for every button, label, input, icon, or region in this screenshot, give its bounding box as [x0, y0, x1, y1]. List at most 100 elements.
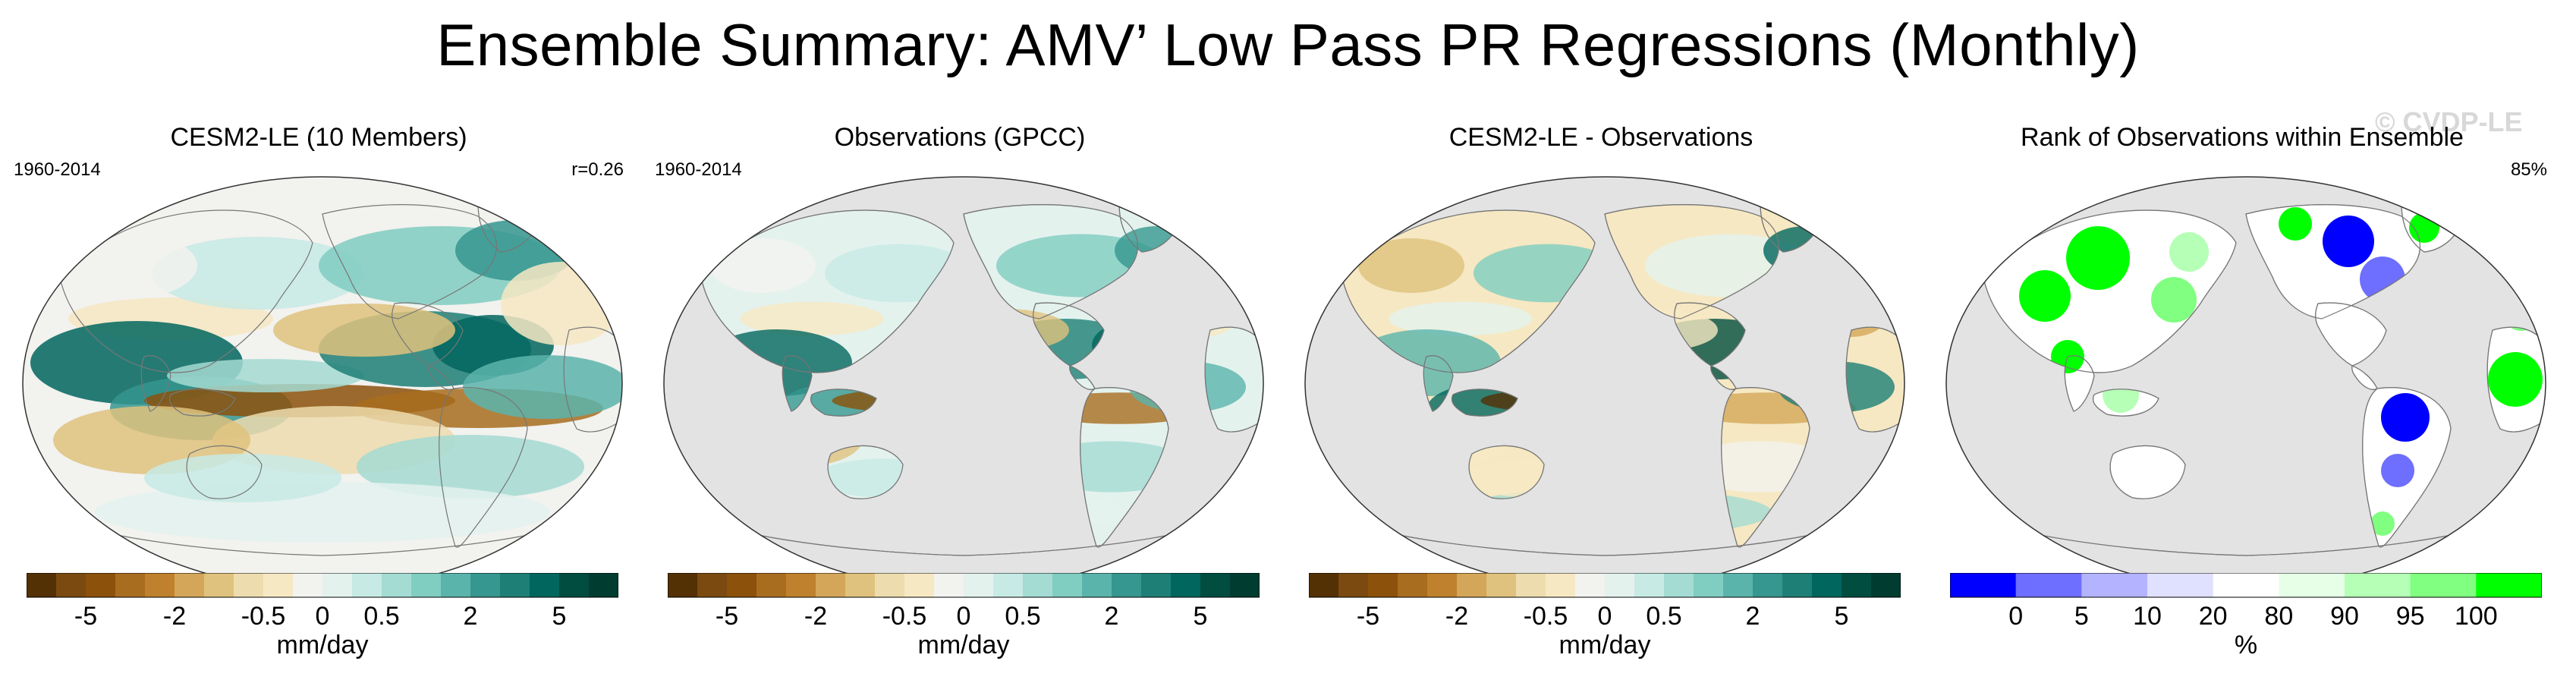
colorbar-swatch — [816, 573, 846, 597]
rank-cell — [2488, 352, 2543, 407]
colorbar-swatch — [1171, 573, 1201, 597]
coastline-india — [140, 355, 171, 412]
colorbar-swatch — [964, 573, 994, 597]
coastline-maritime-se-asia — [2092, 389, 2159, 417]
field-cell — [709, 238, 816, 293]
coastline-central-america — [428, 365, 454, 390]
colorbar-tick-label: 0 — [957, 602, 971, 631]
map-layer — [23, 177, 622, 590]
colorbar-swatch — [1052, 573, 1083, 597]
colorbar-tick-label: 2 — [1105, 602, 1119, 631]
colorbar-swatch — [1112, 573, 1142, 597]
coastline-australia — [827, 445, 904, 499]
coastline-alaska-canada — [2245, 204, 2421, 319]
colorbar-swatch — [1723, 573, 1754, 597]
colorbar-swatch — [27, 573, 57, 597]
panel-title: Observations (GPCC) — [834, 123, 1086, 152]
rank-cell — [2169, 232, 2209, 272]
percent-label: 85% — [2510, 159, 2547, 180]
colorbar-swatch — [1694, 573, 1724, 597]
coastline-central-america — [1069, 365, 1096, 390]
colorbar-swatch — [1546, 573, 1576, 597]
coastline-usa-mexico — [2315, 302, 2387, 367]
colorbar-tick-label: 80 — [2264, 602, 2293, 631]
colorbar-swatch — [2015, 573, 2082, 597]
field-cell — [273, 304, 455, 357]
colorbar-swatch — [2081, 573, 2148, 597]
field-cell — [144, 454, 341, 502]
coastline-south-america — [1080, 387, 1169, 548]
colorbar-unit-label: mm/day — [918, 631, 1010, 659]
coastline-maritime-se-asia — [168, 389, 236, 417]
coastline-usa-mexico — [392, 302, 464, 367]
colorbar-swatch — [322, 573, 353, 597]
colorbar-tick-label: -5 — [716, 602, 738, 631]
map-plot — [663, 176, 1264, 590]
rank-cell — [2381, 454, 2414, 487]
colorbar-swatch — [934, 573, 964, 597]
colorbar-swatch — [1309, 573, 1339, 597]
map-plot — [1304, 176, 1905, 590]
colorbar-swatch — [1427, 573, 1458, 597]
colorbar-swatch — [293, 573, 323, 597]
field-cell — [46, 231, 197, 300]
colorbar-swatch — [2147, 573, 2214, 597]
colorbar-tick-label: 0.5 — [363, 602, 399, 631]
field-cell — [740, 301, 884, 336]
rank-cell — [2323, 216, 2374, 267]
coastline-india — [2064, 355, 2095, 412]
colorbar-swatch — [1486, 573, 1517, 597]
colorbar-swatch — [756, 573, 787, 597]
colorbar-swatch — [263, 573, 294, 597]
colorbar-tick-label: 95 — [2396, 602, 2425, 631]
colorbar-swatch — [845, 573, 876, 597]
coastline-south-america — [2362, 387, 2452, 548]
rank-cell — [2066, 226, 2130, 290]
colorbar-unit-label: mm/day — [1559, 631, 1651, 659]
coastline-south-america — [439, 387, 528, 548]
colorbar-swatch — [382, 573, 412, 597]
colorbar-swatch — [1368, 573, 1398, 597]
coastline-asia-europe — [1983, 209, 2237, 373]
panel-title: CESM2-LE (10 Members) — [170, 123, 467, 152]
colorbar-swatch — [115, 573, 146, 597]
coastline-australia — [1468, 445, 1545, 499]
colorbar-swatch — [1842, 573, 1872, 597]
colorbar-swatch — [2279, 573, 2345, 597]
colorbar-swatch — [2410, 573, 2477, 597]
colorbar-tick-label: 0 — [316, 602, 330, 631]
panel-difference: CESM2-LE - Observations -5 -2 -0.5 0 0.5 2 5 mm… — [1282, 114, 1920, 683]
coastline-india — [782, 355, 813, 412]
colorbar-swatch — [1398, 573, 1428, 597]
rank-cell — [2151, 277, 2197, 323]
field-cell — [357, 435, 584, 499]
coastline-asia-europe — [60, 209, 313, 373]
field-cell — [167, 359, 364, 392]
colorbar-swatch — [470, 573, 501, 597]
coastline-central-america — [2351, 365, 2378, 390]
panel-title: CESM2-LE - Observations — [1448, 123, 1754, 152]
colorbar-tick-label: 0.5 — [1005, 602, 1040, 631]
coastline-australia — [186, 445, 263, 499]
coastline-alaska-canada — [963, 204, 1139, 319]
colorbar-swatch — [1338, 573, 1369, 597]
colorbar-swatch — [1082, 573, 1112, 597]
colorbar-swatch — [1871, 573, 1901, 597]
colorbar-tick-label: 5 — [1194, 602, 1208, 631]
coastline-india — [1423, 355, 1454, 412]
map-plot — [1945, 176, 2546, 590]
coastline-africa — [563, 326, 622, 433]
main-title: Ensemble Summary: AMV’ Low Pass PR Regre… — [436, 11, 2140, 78]
colorbar-swatch — [1230, 573, 1260, 597]
map-layer — [1946, 177, 2546, 590]
colorbar-tick-label: -2 — [1445, 602, 1468, 631]
colorbar-swatch — [559, 573, 590, 597]
rank-cell — [2370, 511, 2395, 536]
panel-title: Rank of Observations within Ensemble — [2021, 123, 2464, 152]
colorbar-tick-label: -5 — [74, 602, 97, 631]
correlation-label: r=0.26 — [571, 159, 624, 180]
coastline-alaska-canada — [322, 204, 498, 319]
colorbar-swatch — [530, 573, 560, 597]
colorbar-tick-label: 2 — [1746, 602, 1760, 631]
panel-observations: Observations (GPCC) 1960-2014 -5 -2 -0.5 0 0… — [641, 114, 1279, 683]
